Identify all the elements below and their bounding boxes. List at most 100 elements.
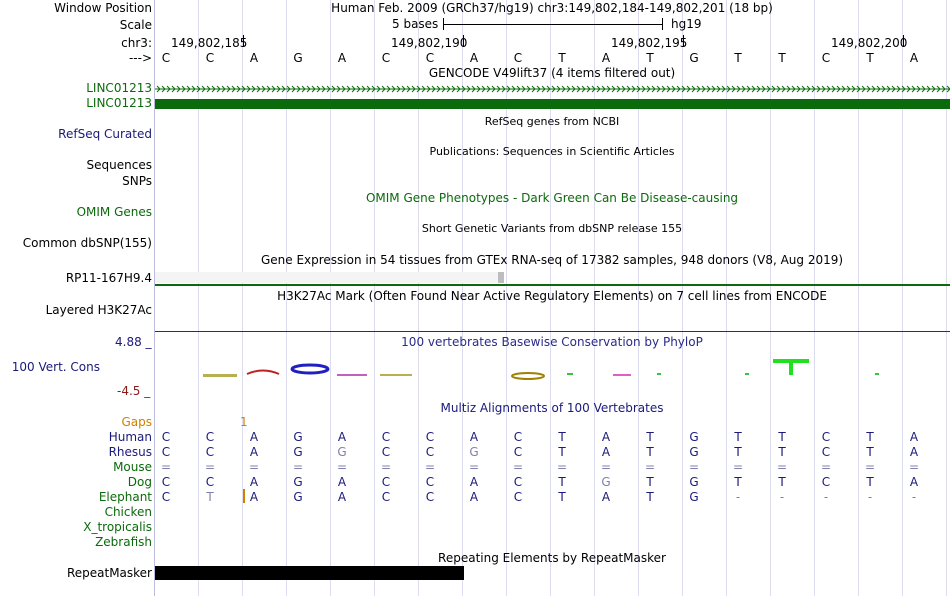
- species-label-dog[interactable]: Dog: [127, 475, 152, 489]
- aligned-base: =: [776, 460, 788, 474]
- gtex-gene-marker[interactable]: [498, 272, 504, 283]
- aligned-base: =: [336, 460, 348, 474]
- chrom-label: chr3:: [121, 36, 152, 50]
- aligned-base: C: [161, 475, 171, 489]
- aligned-base: =: [732, 460, 744, 474]
- aligned-base: A: [909, 475, 919, 489]
- gaps-label[interactable]: Gaps: [121, 415, 152, 429]
- sequences-label[interactable]: Sequences: [86, 158, 152, 172]
- aligned-base: G: [293, 475, 303, 489]
- aligned-base: =: [468, 460, 480, 474]
- aligned-base: T: [734, 445, 742, 459]
- gtex-gene-line: [155, 284, 950, 286]
- aligned-base: =: [204, 460, 216, 474]
- aligned-base: T: [646, 445, 654, 459]
- grid-line: [682, 0, 683, 596]
- species-label-mouse[interactable]: Mouse: [113, 460, 152, 474]
- snps-label[interactable]: SNPs: [122, 174, 152, 188]
- species-label-zebrafish[interactable]: Zebrafish: [95, 535, 152, 549]
- gtex-gene-bar[interactable]: [155, 272, 500, 283]
- position-label: 149,802,195: [611, 36, 688, 50]
- gene-label-linc01213-exon[interactable]: LINC01213: [86, 96, 152, 110]
- multiz-track-title[interactable]: Multiz Alignments of 100 Vertebrates: [440, 401, 664, 415]
- species-label-rhesus[interactable]: Rhesus: [108, 445, 152, 459]
- species-label-human[interactable]: Human: [108, 430, 152, 444]
- reference-base: T: [866, 51, 874, 65]
- omim-track-title[interactable]: OMIM Gene Phenotypes - Dark Green Can Be…: [365, 191, 739, 205]
- grid-line: [418, 0, 419, 596]
- phylop-track-title[interactable]: 100 vertebrates Basewise Conservation by…: [401, 335, 703, 349]
- publications-track-title[interactable]: Publications: Sequences in Scientific Ar…: [429, 145, 675, 158]
- aligned-base: =: [688, 460, 700, 474]
- aligned-base: G: [337, 445, 347, 459]
- aligned-base: C: [513, 445, 523, 459]
- scale-db: hg19: [671, 17, 702, 31]
- aligned-base: =: [556, 460, 568, 474]
- repeatmasker-element[interactable]: [155, 566, 464, 580]
- aligned-base: C: [425, 475, 435, 489]
- repeatmasker-track-title[interactable]: Repeating Elements by RepeatMasker: [438, 551, 666, 565]
- repeatmasker-label[interactable]: RepeatMasker: [66, 566, 152, 580]
- aligned-base: A: [249, 475, 259, 489]
- common-dbsnp-label[interactable]: Common dbSNP(155): [22, 236, 152, 250]
- aligned-base: =: [600, 460, 612, 474]
- refseq-track-title[interactable]: RefSeq genes from NCBI: [484, 115, 620, 128]
- layered-h3k27ac-label[interactable]: Layered H3K27Ac: [45, 303, 152, 317]
- position-label: 149,802,190: [391, 36, 468, 50]
- aligned-base: C: [161, 490, 171, 504]
- omim-genes-label[interactable]: OMIM Genes: [76, 205, 152, 219]
- aligned-base: G: [469, 445, 479, 459]
- grid-line: [198, 0, 199, 596]
- h3k27ac-baseline: [155, 331, 950, 332]
- aligned-base: =: [908, 460, 920, 474]
- grid-line: [814, 0, 815, 596]
- reference-base: T: [558, 51, 566, 65]
- gene-intron-arrows[interactable]: [155, 84, 950, 94]
- aligned-base: A: [249, 445, 259, 459]
- aligned-base: =: [380, 460, 392, 474]
- aligned-base: T: [646, 430, 654, 444]
- gene-label-linc01213[interactable]: LINC01213: [86, 81, 152, 95]
- grid-line: [242, 0, 243, 596]
- reference-base: A: [337, 51, 347, 65]
- reference-base: A: [909, 51, 919, 65]
- species-label-elephant[interactable]: Elephant: [98, 490, 152, 504]
- gap-count-mark: 1: [240, 415, 248, 429]
- aligned-base: -: [867, 490, 873, 504]
- aligned-base: C: [381, 445, 391, 459]
- aligned-base: G: [293, 490, 303, 504]
- phylop-track-label[interactable]: 100 Vert. Cons: [11, 360, 100, 374]
- dbsnp-track-title[interactable]: Short Genetic Variants from dbSNP releas…: [421, 222, 683, 235]
- aligned-base: C: [513, 475, 523, 489]
- reference-base: A: [469, 51, 479, 65]
- aligned-base: T: [558, 430, 566, 444]
- position-label: 149,802,200: [831, 36, 908, 50]
- gencode-track-title[interactable]: GENCODE V49lift37 (4 items filtered out): [428, 66, 676, 80]
- h3k27ac-track-title[interactable]: H3K27Ac Mark (Often Found Near Active Re…: [277, 289, 827, 303]
- aligned-base: C: [513, 490, 523, 504]
- elephant-gap-mark: [243, 489, 245, 503]
- strand-label: --->: [128, 51, 152, 65]
- reference-base: G: [293, 51, 303, 65]
- phylop-logo[interactable]: [155, 355, 950, 385]
- aligned-base: C: [425, 445, 435, 459]
- gtex-gene-label[interactable]: RP11-167H9.4: [65, 271, 152, 285]
- reference-base: C: [425, 51, 435, 65]
- reference-base: A: [601, 51, 611, 65]
- aligned-base: A: [601, 430, 611, 444]
- aligned-base: T: [778, 475, 786, 489]
- aligned-base: A: [469, 475, 479, 489]
- species-label-x_tropicalis[interactable]: X_tropicalis: [83, 520, 152, 534]
- position-label: 149,802,185: [171, 36, 248, 50]
- aligned-base: G: [293, 430, 303, 444]
- aligned-base: C: [821, 445, 831, 459]
- gene-exon-block[interactable]: [155, 99, 950, 109]
- refseq-curated-label[interactable]: RefSeq Curated: [58, 127, 152, 141]
- phylop-min-label: -4.5 _: [117, 384, 151, 398]
- gtex-track-title[interactable]: Gene Expression in 54 tissues from GTEx …: [260, 253, 844, 267]
- grid-line: [374, 0, 375, 596]
- aligned-base: C: [161, 430, 171, 444]
- reference-base: C: [381, 51, 391, 65]
- aligned-base: =: [644, 460, 656, 474]
- species-label-chicken[interactable]: Chicken: [104, 505, 152, 519]
